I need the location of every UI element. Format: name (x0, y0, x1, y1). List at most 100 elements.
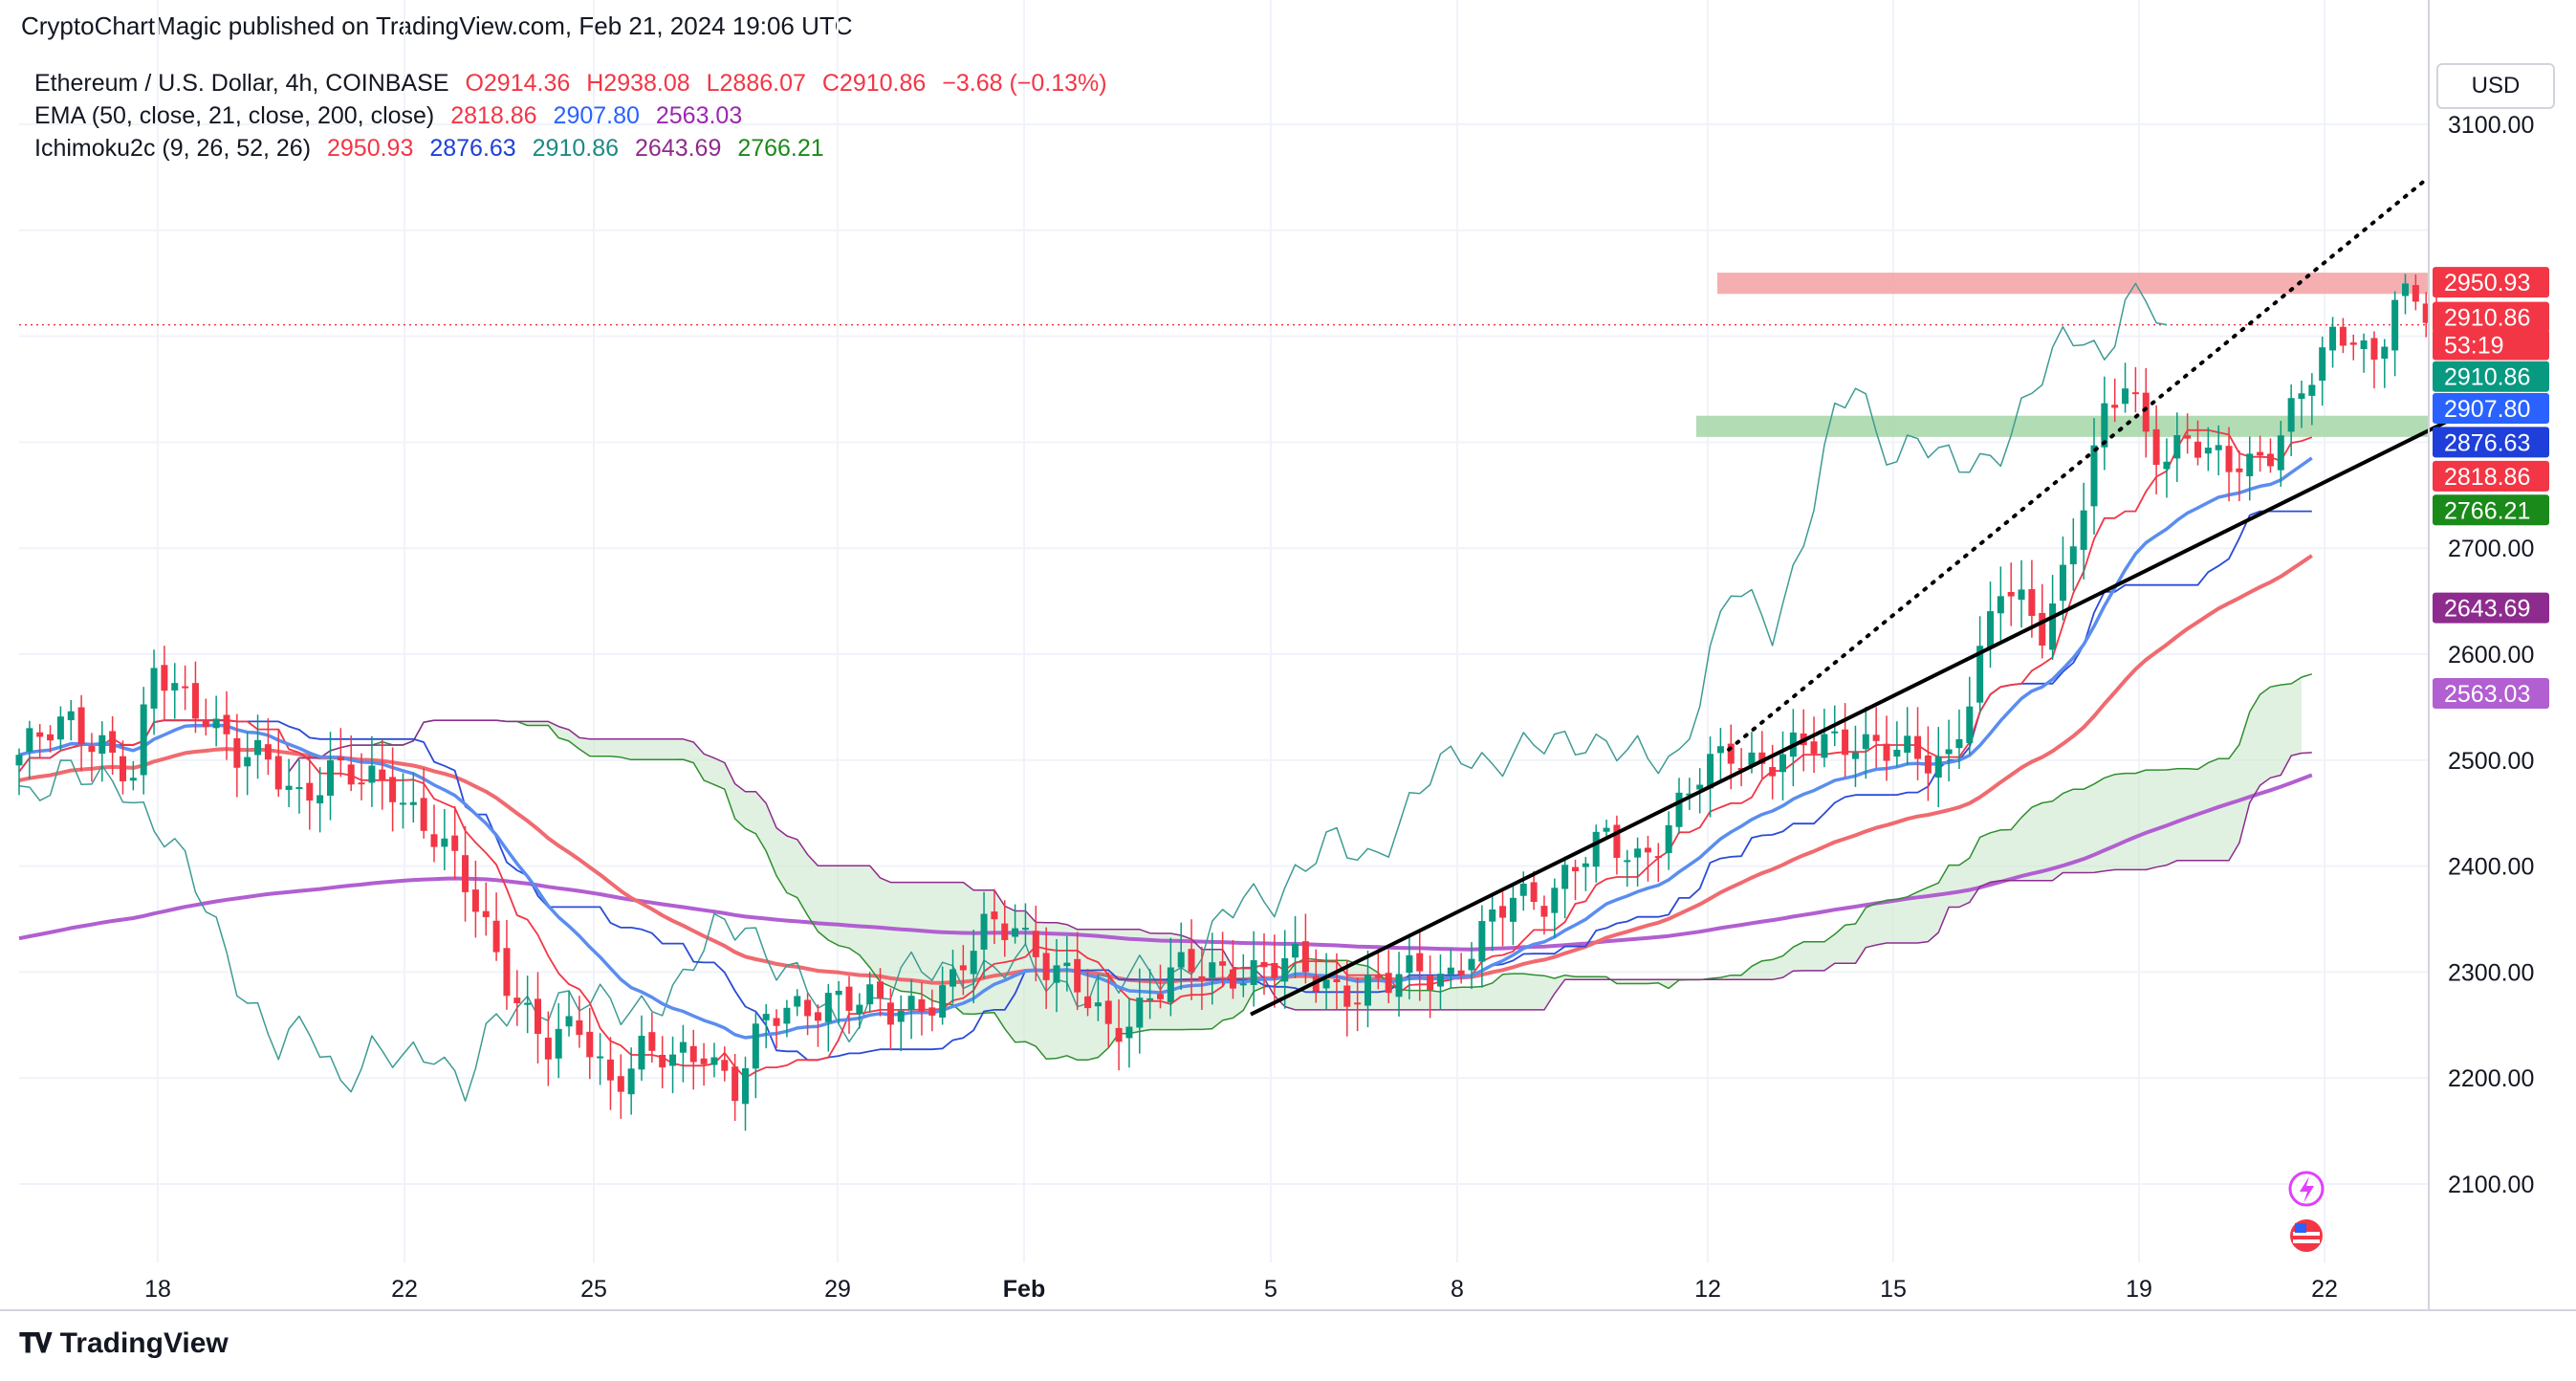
candle-body (586, 1031, 594, 1058)
candle-body (1872, 734, 1880, 741)
candle-body (451, 835, 459, 851)
candle-body (1229, 969, 1236, 989)
candle-body (1042, 953, 1050, 980)
ichimoku-kijun-line (18, 510, 2312, 1062)
candle-body (26, 728, 33, 752)
candle-body (1613, 824, 1621, 858)
ichimoku-spana-value: 2766.21 (737, 135, 824, 162)
candle-body (1914, 735, 1922, 759)
candle-body (1012, 928, 1019, 937)
candle-body (441, 838, 448, 847)
time-tick-label: 12 (1694, 1276, 1721, 1303)
symbol-name[interactable]: Ethereum / U.S. Dollar, 4h, COINBASE (34, 70, 449, 97)
ichimoku-kijun-value: 2876.63 (429, 135, 516, 162)
cloud-fill (289, 677, 2302, 1061)
tradingview-footer[interactable]: 𝐓𝐕 TradingView (19, 1327, 229, 1360)
candle-body (1271, 962, 1278, 978)
price-label-text: 2950.93 (2444, 270, 2530, 296)
candle-body (762, 1014, 770, 1020)
candle-body (379, 769, 386, 781)
candle-body (2204, 448, 2212, 454)
candle-body (1624, 860, 1631, 863)
candle-body (2007, 592, 2015, 597)
candle-body (202, 720, 209, 728)
candle-body (2090, 445, 2098, 507)
candle-body (389, 777, 397, 802)
candle-body (524, 1002, 532, 1005)
candle-body (1198, 975, 1206, 981)
ichimoku-label[interactable]: Ichimoku2c (9, 26, 52, 26) (34, 135, 312, 162)
candle-body (866, 984, 874, 1005)
support-zone (1696, 415, 2429, 437)
candle-body (2266, 453, 2274, 467)
candle-body (1779, 754, 1786, 773)
ema-label[interactable]: EMA (50, close, 21, close, 200, close) (34, 102, 435, 129)
ohlc-low: L2886.07 (706, 70, 806, 97)
candle-body (254, 739, 262, 756)
candle-body (773, 1018, 780, 1026)
candle-body (659, 1054, 666, 1068)
candle-body (1934, 756, 1942, 778)
candle-body (2329, 326, 2337, 351)
candle-body (606, 1059, 614, 1081)
indicator-lines (18, 282, 2313, 1102)
candle-body (1177, 952, 1185, 968)
time-tick-label: 5 (1264, 1276, 1277, 1303)
price-tick-label: 2100.00 (2448, 1172, 2534, 1198)
candle-body (2360, 340, 2368, 349)
candle-body (492, 920, 500, 953)
candle-body (2039, 612, 2046, 646)
candle-body (742, 1068, 749, 1105)
resistance-zone (1717, 273, 2429, 295)
price-labels: 2950.932910.8653:192910.862907.802876.63… (2433, 267, 2549, 709)
candle-body (2163, 461, 2171, 470)
candle-body (1385, 973, 1392, 994)
candle-body (959, 965, 967, 971)
candle-body (2349, 342, 2357, 345)
currency-button[interactable]: USD (2436, 63, 2555, 109)
price-label-box (2433, 494, 2549, 526)
candle-body (1406, 954, 1413, 974)
candle-body (897, 1010, 905, 1022)
candle-body (1032, 931, 1039, 957)
ema-row: EMA (50, close, 21, close, 200, close) 2… (34, 99, 1107, 132)
candle-body (1209, 962, 1216, 978)
candle-body (2381, 346, 2389, 359)
candle-body (171, 683, 179, 690)
candle-body (1561, 865, 1569, 889)
price-label-box (2433, 677, 2549, 709)
candle-body (1478, 921, 1486, 962)
candle-body (1551, 888, 1559, 913)
candle-body (2069, 546, 2077, 565)
ema50-line (18, 554, 2313, 985)
candle-body (1188, 949, 1195, 973)
price-tick-label: 3100.00 (2448, 112, 2534, 139)
candles (15, 274, 2440, 1131)
price-label-text: 2563.03 (2444, 681, 2530, 708)
candle-body (731, 1066, 739, 1102)
candle-body (2142, 392, 2150, 432)
side-icons (2288, 1171, 2325, 1252)
candle-body (223, 714, 230, 734)
trendline-dotted (1727, 175, 2431, 752)
candle-body (1333, 978, 1341, 983)
candle-body (2319, 347, 2326, 382)
candle-body (1468, 958, 1475, 971)
candle-body (1457, 970, 1465, 975)
ichimoku-spanb-value: 2643.69 (634, 135, 722, 162)
ema50-value: 2818.86 (450, 102, 537, 129)
candle-body (2215, 445, 2222, 450)
candle-body (886, 1002, 894, 1025)
candle-body (856, 1004, 863, 1015)
axes: 2100.00 2200.00 2300.00 2400.00 2500.00 2600.… (0, 0, 2576, 1311)
candle-body (679, 1041, 687, 1053)
candle-body (1997, 596, 2004, 614)
candle-body (1499, 906, 1507, 918)
candle-body (67, 711, 75, 721)
candle-body (1810, 741, 1818, 755)
candle-body (783, 1007, 791, 1024)
candle-body (939, 985, 947, 1019)
candle-body (1737, 767, 1745, 770)
price-label-text: 53:19 (2444, 332, 2504, 359)
